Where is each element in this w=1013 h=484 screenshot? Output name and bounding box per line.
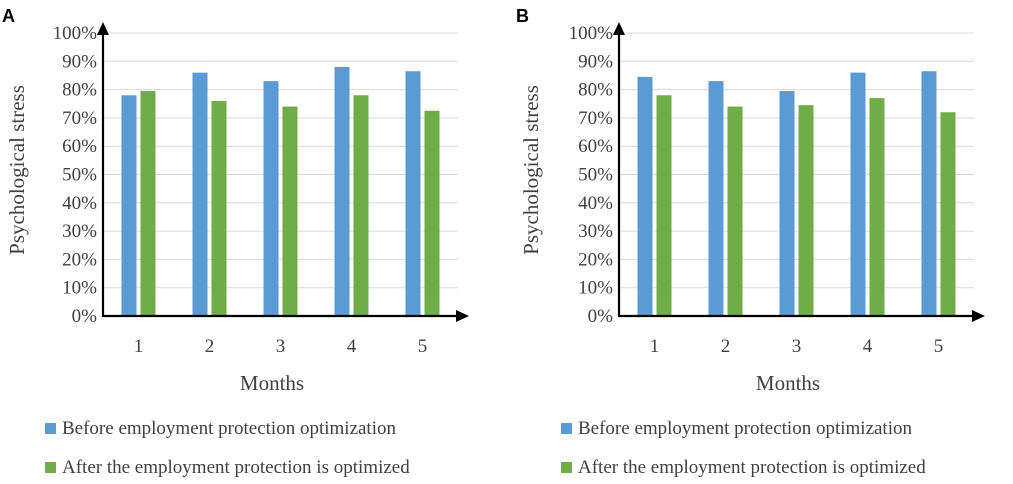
bar-after-month-4 [353, 95, 369, 316]
y-tick-label: 0% [72, 306, 98, 327]
y-tick-label: 40% [578, 193, 613, 214]
bar-after-month-2 [211, 100, 227, 316]
x-axis-title: Months [240, 371, 304, 395]
y-tick-label: 40% [62, 193, 97, 214]
legend-label-before: Before employment protection optimizatio… [62, 418, 396, 439]
y-axis-arrow [613, 22, 625, 35]
chart-panel-b: B 0% 10% 20% 30% 40% 50% 60% 70% 80% 90% 100% 1 2 3 4… [516, 6, 985, 478]
legend-swatch-after [561, 462, 572, 473]
y-tick-label: 50% [62, 165, 97, 186]
bar-after-month-5 [940, 112, 956, 317]
bar-after-month-2 [727, 106, 743, 316]
bar-before-month-2 [708, 81, 724, 316]
y-axis-arrow [97, 22, 109, 35]
y-axis-title: Psychological stress [5, 85, 29, 255]
bar-before-month-3 [263, 81, 279, 316]
bar-after-month-1 [140, 91, 156, 316]
x-tick-label: 3 [276, 336, 286, 357]
bar-before-month-2 [192, 72, 208, 317]
x-tick-label: 4 [347, 336, 357, 357]
y-tick-label: 70% [578, 108, 613, 129]
legend-label-after: After the employment protection is optim… [578, 457, 926, 478]
bar-after-month-3 [282, 106, 298, 316]
y-tick-label: 100% [53, 23, 98, 44]
bar-after-month-3 [798, 105, 814, 316]
y-tick-label: 90% [62, 51, 97, 72]
legend-label-before: Before employment protection optimizatio… [578, 418, 912, 439]
x-axis-arrow [972, 310, 985, 322]
legend-swatch-before [561, 423, 572, 434]
y-tick-label: 50% [578, 165, 613, 186]
bar-before-month-3 [779, 91, 795, 316]
legend: Before employment protection optimizatio… [45, 418, 410, 478]
y-axis-title: Psychological stress [519, 85, 543, 255]
x-tick-label: 2 [721, 336, 731, 357]
y-tick-label: 100% [569, 23, 614, 44]
y-tick-label: 30% [62, 221, 97, 242]
bar-after-month-4 [869, 98, 885, 316]
x-tick-label: 1 [134, 336, 144, 357]
y-tick-label: 80% [62, 80, 97, 101]
y-tick-label: 60% [578, 136, 613, 157]
y-tick-label: 80% [578, 80, 613, 101]
legend-swatch-after [45, 462, 56, 473]
y-tick-label: 20% [62, 249, 97, 270]
bar-before-month-4 [850, 72, 866, 317]
y-tick-label: 30% [578, 221, 613, 242]
y-tick-label: 90% [578, 51, 613, 72]
legend-swatch-before [45, 423, 56, 434]
y-tick-label: 70% [62, 108, 97, 129]
x-axis-title: Months [756, 371, 820, 395]
panel-label-a: A [2, 6, 15, 26]
bar-before-month-1 [637, 76, 653, 317]
bar-after-month-5 [424, 110, 440, 316]
x-tick-label: 3 [792, 336, 802, 357]
x-axis-arrow [456, 310, 469, 322]
y-tick-label: 60% [62, 136, 97, 157]
y-tick-label: 20% [578, 249, 613, 270]
bar-before-month-5 [921, 71, 937, 316]
legend-label-after: After the employment protection is optim… [62, 457, 410, 478]
bar-before-month-1 [121, 95, 137, 316]
chart-panel-a: A 0% 10% 20% 30% 40% 50% 60% 70% 80% 90% 100% 1 2 3 4… [2, 6, 469, 478]
x-tick-label: 4 [863, 336, 873, 357]
y-tick-label: 0% [588, 306, 614, 327]
y-tick-label: 10% [62, 278, 97, 299]
legend: Before employment protection optimizatio… [561, 418, 926, 478]
y-tick-label: 10% [578, 278, 613, 299]
x-tick-label: 5 [934, 336, 944, 357]
x-tick-label: 1 [650, 336, 660, 357]
panel-label-b: B [516, 6, 529, 26]
bar-before-month-4 [334, 66, 350, 317]
x-tick-label: 2 [205, 336, 215, 357]
bar-before-month-5 [405, 71, 421, 316]
x-tick-label: 5 [418, 336, 428, 357]
bar-after-month-1 [656, 95, 672, 316]
